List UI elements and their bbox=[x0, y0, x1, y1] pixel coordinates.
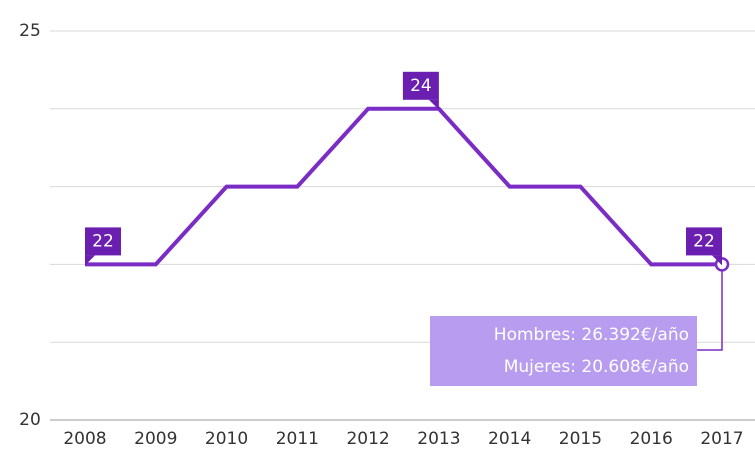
y-tick-label: 25 bbox=[19, 21, 41, 41]
annotation-text: Mujeres: 20.608€/año bbox=[504, 357, 689, 377]
label-pointer bbox=[428, 99, 439, 110]
annotation-box bbox=[430, 316, 697, 386]
data-label: 24 bbox=[410, 76, 432, 96]
label-box bbox=[402, 71, 439, 100]
x-tick-label: 2017 bbox=[700, 429, 743, 449]
x-tick-label: 2013 bbox=[417, 429, 460, 449]
data-label: 22 bbox=[693, 231, 715, 251]
line bbox=[85, 106, 722, 267]
x-tick-label: 2014 bbox=[488, 429, 531, 449]
x-tick-label: 2009 bbox=[134, 429, 177, 449]
x-tick-label: 2016 bbox=[630, 429, 673, 449]
x-tick-label: 2011 bbox=[276, 429, 319, 449]
connector bbox=[697, 264, 723, 351]
label-pointer bbox=[712, 255, 722, 266]
x-tick-label: 2012 bbox=[346, 429, 389, 449]
x-tick-label: 2010 bbox=[205, 429, 248, 449]
label-box bbox=[85, 227, 121, 256]
data-label: 22 bbox=[92, 231, 114, 251]
label-box bbox=[686, 227, 722, 256]
label-pointer bbox=[85, 255, 95, 266]
x-tick-label: 2008 bbox=[63, 429, 106, 449]
y-tick-label: 20 bbox=[19, 410, 41, 430]
x-tick-label: 2015 bbox=[559, 429, 602, 449]
annotation-text: Hombres: 26.392€/año bbox=[494, 325, 689, 345]
